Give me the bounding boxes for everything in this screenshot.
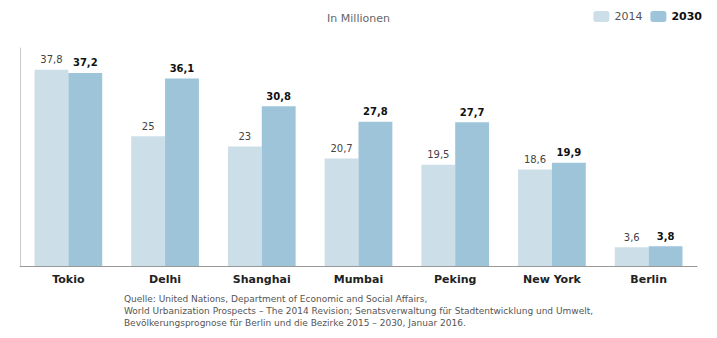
svg-text:37,8: 37,8 (40, 54, 62, 65)
svg-text:3,6: 3,6 (624, 232, 640, 243)
svg-text:Tokio: Tokio (52, 273, 85, 286)
svg-text:Shanghai: Shanghai (233, 273, 291, 286)
svg-text:30,8: 30,8 (266, 91, 291, 102)
svg-text:27,8: 27,8 (363, 106, 388, 117)
svg-text:Peking: Peking (434, 273, 476, 286)
svg-text:23: 23 (238, 131, 251, 142)
svg-text:Mumbai: Mumbai (334, 273, 383, 286)
svg-text:2014: 2014 (614, 10, 642, 23)
svg-text:18,6: 18,6 (524, 154, 546, 165)
svg-text:3,8: 3,8 (657, 231, 675, 242)
svg-text:Delhi: Delhi (149, 273, 181, 286)
svg-text:New York: New York (523, 273, 582, 286)
svg-text:20,7: 20,7 (330, 143, 352, 154)
svg-text:Bevölkerungsprognose für Berli: Bevölkerungsprognose für Berlin und die … (124, 318, 466, 328)
svg-text:Quelle: United Nations, Depart: Quelle: United Nations, Department of Ec… (124, 294, 427, 304)
svg-text:19,5: 19,5 (427, 149, 449, 160)
svg-text:25: 25 (142, 121, 155, 132)
svg-text:37,2: 37,2 (73, 57, 98, 68)
svg-text:27,7: 27,7 (460, 107, 485, 118)
svg-text:36,1: 36,1 (170, 63, 195, 74)
svg-text:Berlin: Berlin (630, 273, 667, 286)
svg-text:2030: 2030 (671, 10, 702, 23)
svg-text:19,9: 19,9 (557, 147, 582, 158)
svg-text:World Urbanization Prospects –: World Urbanization Prospects – The 2014 … (124, 306, 593, 316)
svg-text:In Millionen: In Millionen (327, 12, 390, 25)
